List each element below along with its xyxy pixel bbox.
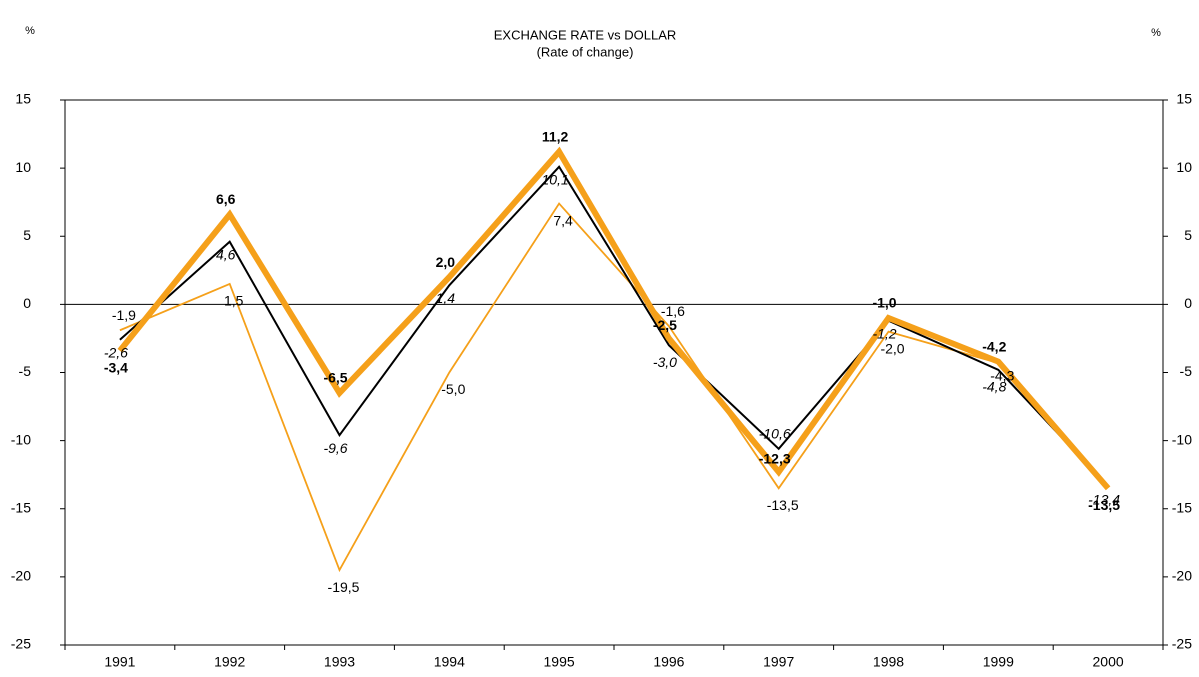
series-line xyxy=(117,146,1111,491)
x-tick-label: 1998 xyxy=(873,654,904,670)
data-label: 11,2 xyxy=(542,128,569,144)
y-tick-label: -25 xyxy=(11,636,31,652)
data-label: -1,0 xyxy=(872,295,896,311)
data-label: 1,4 xyxy=(436,290,456,306)
data-label: 4,6 xyxy=(216,246,236,262)
y2-tick-label: -10 xyxy=(1172,431,1192,447)
data-label: -4,2 xyxy=(982,338,1006,354)
data-label: 6,6 xyxy=(216,191,236,207)
data-label: -5,0 xyxy=(441,381,465,397)
x-tick-label: 1991 xyxy=(104,654,135,670)
data-label: 10,1 xyxy=(541,171,568,187)
y2-tick-label: -5 xyxy=(1180,363,1193,379)
y-tick-label: -5 xyxy=(19,363,32,379)
chart-title: EXCHANGE RATE vs DOLLAR xyxy=(494,27,677,42)
data-label: -1,6 xyxy=(661,303,685,319)
y-tick-label: -10 xyxy=(11,431,31,447)
y2-tick-label: -25 xyxy=(1172,636,1192,652)
y-tick-label: 10 xyxy=(15,159,31,175)
data-label: -2,0 xyxy=(880,340,904,356)
x-tick-label: 2000 xyxy=(1093,654,1124,670)
data-label: -13,4 xyxy=(1088,492,1120,508)
data-label: -13,5 xyxy=(767,497,799,513)
y2-tick-label: -15 xyxy=(1172,499,1192,515)
y-tick-label: -20 xyxy=(11,568,31,584)
data-label: -4,8 xyxy=(982,378,1006,394)
series-line xyxy=(119,165,1109,488)
y-axis-label: % xyxy=(25,25,35,37)
data-label: 1,5 xyxy=(224,293,244,309)
x-tick-label: 1996 xyxy=(653,654,684,670)
y-tick-label: 5 xyxy=(23,227,31,243)
y2-tick-label: 5 xyxy=(1184,227,1192,243)
data-label: -1,9 xyxy=(112,307,136,323)
data-label: 2,0 xyxy=(436,254,456,270)
data-label: -6,5 xyxy=(323,370,347,386)
y-tick-label: -15 xyxy=(11,499,31,515)
data-label: -2,5 xyxy=(653,317,677,333)
y-tick-label: 0 xyxy=(23,295,31,311)
data-label: -19,5 xyxy=(328,579,360,595)
data-label: -4,3 xyxy=(990,368,1014,384)
x-tick-label: 1994 xyxy=(434,654,465,670)
data-label: -2,6 xyxy=(104,345,128,361)
data-label: -12,3 xyxy=(759,451,791,467)
series-line xyxy=(119,202,1109,573)
x-tick-label: 1993 xyxy=(324,654,355,670)
x-tick-label: 1997 xyxy=(763,654,794,670)
y2-tick-label: 15 xyxy=(1176,91,1192,107)
x-tick-label: 1995 xyxy=(544,654,575,670)
data-label: -3,0 xyxy=(653,354,677,370)
data-label: -9,6 xyxy=(323,440,347,456)
y2-tick-label: -20 xyxy=(1172,568,1192,584)
x-tick-label: 1999 xyxy=(983,654,1014,670)
data-label: 7,4 xyxy=(553,212,573,228)
y2-tick-label: 0 xyxy=(1184,295,1192,311)
x-tick-label: 1992 xyxy=(214,654,245,670)
data-label: -13,5 xyxy=(1088,497,1120,513)
data-label: -3,4 xyxy=(104,359,128,375)
chart-subtitle: (Rate of change) xyxy=(537,44,634,59)
data-label: -1,2 xyxy=(872,325,896,341)
y2-tick-label: 10 xyxy=(1176,159,1192,175)
y2-axis-label: % xyxy=(1151,27,1161,39)
y-tick-label: 15 xyxy=(15,91,31,107)
data-label: -10,6 xyxy=(759,426,791,442)
